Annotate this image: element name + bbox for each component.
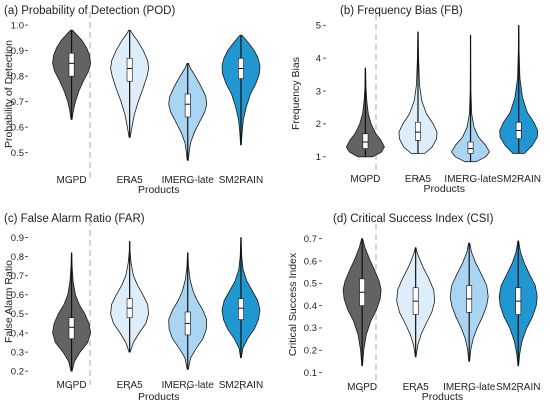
iqr-box-SM2RAIN [238,298,244,320]
y-tick-label: 3 [316,86,321,97]
x-tick-label-IMERG-late: IMERG-late [444,174,497,185]
x-tick-label-MGPD: MGPD [347,382,377,393]
y-axis-label: Probability of Detection [3,40,15,148]
y-tick-label: 0.8 [11,71,24,82]
x-tick-label-ERA5: ERA5 [117,380,144,391]
iqr-box-MGPD [68,317,75,340]
iqr-box-MGPD [68,52,75,77]
y-axis-label: Frequency Bias [290,57,302,130]
x-axis-label: Products [422,391,463,403]
y-tick-label: 0.6 [11,122,24,133]
y-tick-label: 0.4 [304,301,317,312]
y-tick-label: 0.3 [11,347,24,358]
iqr-box-ERA5 [415,121,421,141]
x-axis-label: Products [424,183,465,195]
y-tick-label: 0.6 [11,290,24,301]
panel-0: (a) Probability of Detection (POD) Probab… [3,5,263,196]
x-axis-label: Products [138,184,179,196]
y-axis-label: False Alarm Ratio [3,260,15,343]
x-tick-label-ERA5: ERA5 [117,175,144,186]
iqr-box-MGPD [362,133,369,149]
y-tick-label: 0.7 [11,97,24,108]
y-tick-label: 1 [316,152,321,163]
x-tick-label-MGPD: MGPD [57,380,87,391]
x-tick-label-SM2RAIN: SM2RAIN [496,382,540,393]
x-tick-label-IMERG-late: IMERG-late [443,382,496,393]
panel-title: (a) Probability of Detection (POD) [4,5,175,17]
x-tick-label-SM2RAIN: SM2RAIN [219,380,263,391]
y-axis-label: Critical Success Index [287,252,299,356]
y-tick-label: 0.4 [11,328,24,339]
y-tick-label: 0.2 [304,346,317,357]
y-tick-label: 0.2 [11,366,24,377]
y-tick-label: 0.5 [304,279,317,290]
x-tick-label-ERA5: ERA5 [403,382,430,393]
iqr-box-IMERG-late [467,141,474,154]
panel-title: (c) False Alarm Ratio (FAR) [4,213,145,225]
y-tick-label: 0.9 [11,233,24,244]
x-tick-label-ERA5: ERA5 [405,174,432,185]
x-tick-label-SM2RAIN: SM2RAIN [496,174,540,185]
y-tick-label: 0.9 [11,46,24,57]
x-tick-label-MGPD: MGPD [350,174,380,185]
y-tick-label: 0.7 [304,234,317,245]
y-tick-label: 0.5 [11,309,24,320]
y-tick-label: 4 [316,53,321,64]
panel-3: (d) Critical Success Index (CSI) Critical… [287,213,540,403]
y-tick-label: 5 [316,21,321,32]
y-tick-label: 0.7 [11,271,24,282]
panel-title: (d) Critical Success Index (CSI) [333,213,494,225]
x-tick-label-IMERG-late: IMERG-late [162,380,215,391]
x-tick-label-MGPD: MGPD [57,175,87,186]
x-tick-label-IMERG-late: IMERG-late [162,175,215,186]
y-tick-label: 0.6 [304,256,317,267]
panel-2: (c) False Alarm Ratio (FAR) False Alarm R… [3,213,263,403]
y-tick-label: 0.1 [304,368,317,379]
y-tick-label: 0.3 [304,323,317,334]
panel-1: (b) Frequency Bias (FB) Frequency Bias 1 2 3… [290,5,541,195]
x-tick-label-SM2RAIN: SM2RAIN [219,175,263,186]
iqr-box-IMERG-late [184,93,191,118]
y-tick-label: 2 [316,119,321,130]
iqr-box-ERA5 [126,57,133,82]
panel-title: (b) Frequency Bias (FB) [340,5,463,17]
y-tick-label: 1.0 [11,20,24,31]
y-tick-label: 0.5 [11,148,24,159]
x-axis-label: Products [138,391,179,403]
y-tick-label: 0.8 [11,252,24,263]
